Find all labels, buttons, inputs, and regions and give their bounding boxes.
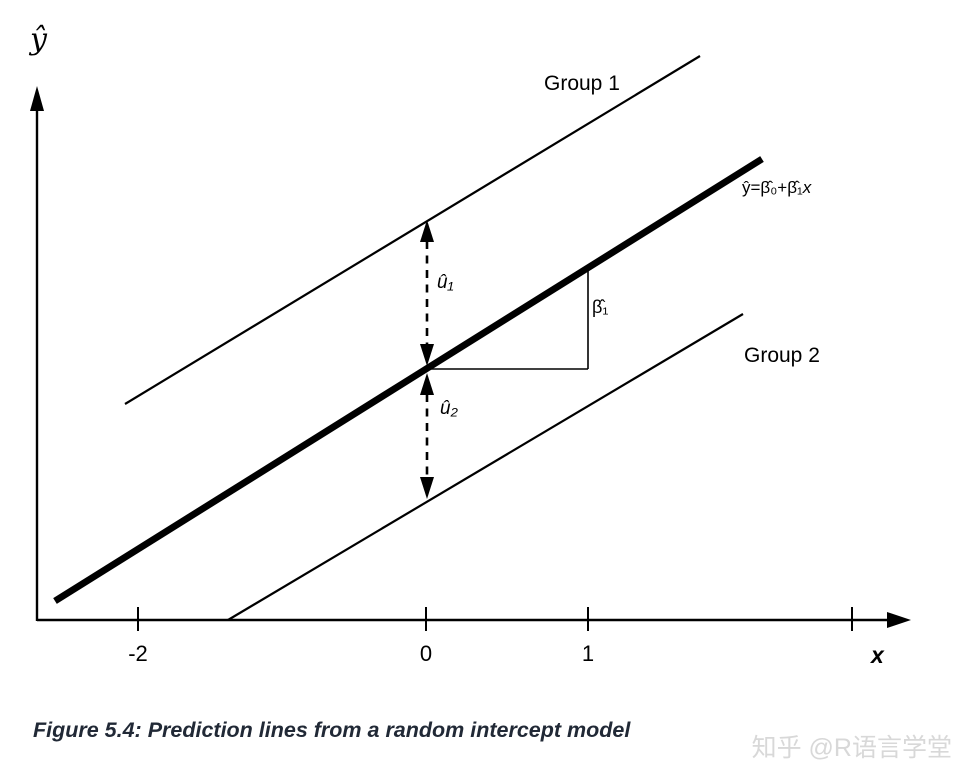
x-tick-label-zero: 0 (420, 641, 432, 666)
beta1-label: β̂₁ (592, 297, 608, 317)
equation-variable: x (802, 178, 812, 197)
x-axis-arrowhead-icon (887, 612, 911, 628)
u2-arrow-bottom-head-icon (420, 477, 434, 499)
u2-label: û₂ (440, 398, 459, 419)
u1-arrow-top-head-icon (420, 220, 434, 242)
u1-arrow-bottom-head-icon (420, 344, 434, 366)
y-axis-label: ŷ (28, 22, 48, 57)
watermark: 知乎 @R语言学堂 (751, 734, 952, 762)
prediction-lines-diagram: ŷ Group 1 Group 2 ŷ=β̂₀+β̂₁x û₁ û₂ β̂₁ -… (28, 22, 911, 668)
equation-label: ŷ=β̂₀+β̂₁x (742, 178, 812, 197)
equation-prefix: ŷ=β̂₀+β̂₁ (742, 178, 803, 197)
x-tick-label-one: 1 (582, 641, 594, 666)
x-tick-label-neg2: -2 (128, 641, 148, 666)
x-axis-label: x (869, 642, 885, 668)
u1-label: û₁ (437, 272, 454, 293)
figure-caption: Figure 5.4: Prediction lines from a rand… (33, 718, 631, 742)
group2-label: Group 2 (744, 344, 820, 367)
u2-arrow-top-head-icon (420, 373, 434, 395)
group1-line (124, 55, 701, 405)
fixed-prediction-line (53, 156, 764, 604)
group1-label: Group 1 (544, 72, 620, 95)
y-axis-arrowhead-icon (30, 86, 44, 111)
group2-line (227, 313, 744, 621)
